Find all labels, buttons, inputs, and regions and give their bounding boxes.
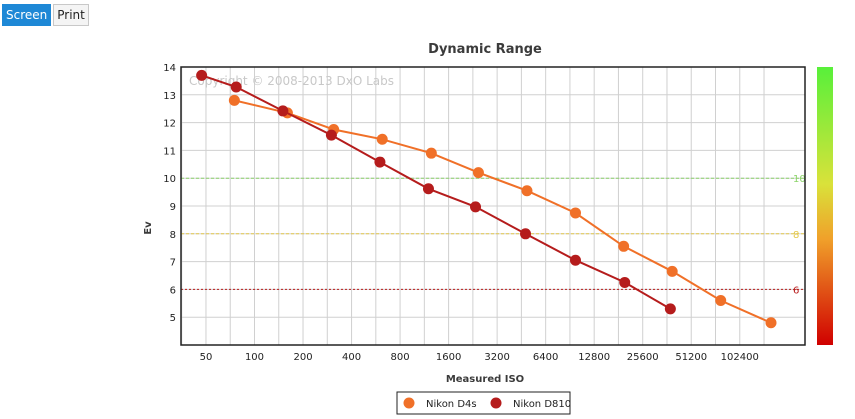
legend-marker-d4s bbox=[403, 397, 415, 409]
x-tick-label: 6400 bbox=[533, 352, 558, 363]
legend-label-d810: Nikon D810 bbox=[513, 399, 571, 410]
y-tick-label: 7 bbox=[170, 258, 176, 269]
legend: Nikon D4s Nikon D810 bbox=[396, 391, 571, 415]
y-tick-label: 8 bbox=[170, 230, 176, 241]
y-tick-label: 5 bbox=[170, 313, 176, 324]
x-tick-label: 800 bbox=[391, 352, 410, 363]
x-tick-label: 200 bbox=[293, 352, 312, 363]
y-tick-label: 11 bbox=[163, 146, 176, 157]
data-point-d810 bbox=[196, 69, 208, 81]
data-point-d4s bbox=[228, 94, 240, 106]
reference-label-6: 6 bbox=[793, 285, 799, 296]
series-line-d4s bbox=[234, 99, 772, 324]
reference-label-10: 10 bbox=[793, 174, 806, 185]
x-tick-label: 102400 bbox=[721, 352, 759, 363]
data-point-d4s bbox=[666, 265, 678, 277]
data-point-d4s bbox=[376, 133, 388, 145]
data-point-d4s bbox=[715, 295, 727, 307]
data-point-d4s bbox=[618, 240, 630, 252]
data-point-d4s bbox=[521, 185, 533, 197]
print-tab[interactable]: Print bbox=[53, 4, 89, 26]
chart-title: Dynamic Range bbox=[428, 42, 542, 57]
data-point-d4s bbox=[765, 317, 777, 329]
y-axis-label: Ev bbox=[143, 221, 154, 235]
y-tick-label: 12 bbox=[163, 119, 176, 130]
data-point-d810 bbox=[619, 276, 631, 288]
y-tick-label: 13 bbox=[163, 91, 176, 102]
x-tick-label: 3200 bbox=[484, 352, 509, 363]
legend-marker-d810 bbox=[490, 397, 502, 409]
y-tick-label: 9 bbox=[170, 202, 176, 213]
x-tick-label: 12800 bbox=[578, 352, 610, 363]
data-point-d4s bbox=[425, 147, 437, 159]
x-tick-label: 100 bbox=[245, 352, 264, 363]
data-point-d810 bbox=[664, 303, 676, 315]
y-tick-label: 6 bbox=[170, 285, 176, 296]
x-tick-label: 1600 bbox=[436, 352, 461, 363]
data-point-d810 bbox=[277, 105, 289, 117]
data-point-d810 bbox=[470, 201, 482, 213]
data-point-d810 bbox=[325, 129, 337, 141]
plot-frame bbox=[180, 66, 806, 346]
x-tick-label: 51200 bbox=[675, 352, 707, 363]
data-point-d4s bbox=[569, 207, 581, 219]
data-point-d810 bbox=[422, 183, 434, 195]
legend-label-d4s: Nikon D4s bbox=[426, 399, 477, 410]
legend-box bbox=[396, 391, 571, 415]
data-point-d810 bbox=[569, 254, 581, 266]
data-point-d810 bbox=[520, 228, 532, 240]
screen-tab[interactable]: Screen bbox=[2, 4, 52, 26]
data-point-d4s bbox=[472, 167, 484, 179]
y-tick-label: 14 bbox=[163, 63, 176, 74]
x-tick-label: 50 bbox=[200, 352, 213, 363]
data-point-d810 bbox=[230, 81, 242, 93]
color-scale-bar bbox=[817, 67, 833, 345]
x-tick-label: 25600 bbox=[627, 352, 659, 363]
data-point-d810 bbox=[374, 156, 386, 168]
reference-label-8: 8 bbox=[793, 230, 799, 241]
plot-area: 10 8 6 5 6 7 8 9 10 11 12 13 14 50 100 200 400 800 1600 320… bbox=[163, 63, 806, 363]
series-line-d810 bbox=[201, 74, 671, 310]
y-tick-label: 10 bbox=[163, 174, 176, 185]
x-axis-label: Measured ISO bbox=[446, 374, 524, 385]
x-tick-label: 400 bbox=[342, 352, 361, 363]
